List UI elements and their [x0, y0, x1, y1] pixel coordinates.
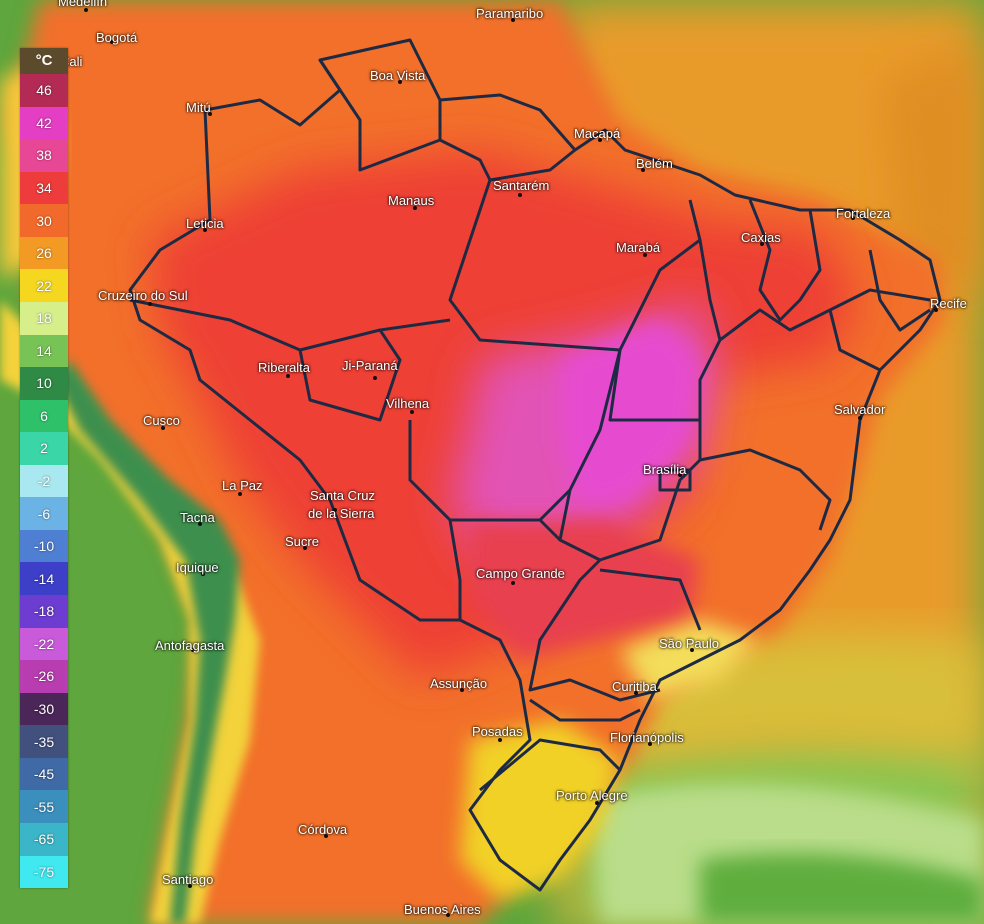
- city-label-paramaribo: Paramaribo: [476, 6, 544, 21]
- legend-step: 2: [20, 432, 68, 465]
- city-label-sucre: Sucre: [285, 534, 319, 549]
- city-label-ji-parana: Ji-Paraná: [342, 358, 398, 373]
- city-label-caxias: Caxias: [741, 230, 781, 245]
- city-label-mitu: Mitú: [186, 100, 211, 115]
- city-label-porto-alegre: Porto Alegre: [556, 788, 628, 803]
- city-label-belem: Belém: [636, 156, 673, 171]
- city-label-macapa: Macapá: [574, 126, 621, 141]
- legend-step: 10: [20, 367, 68, 400]
- city-label-antofagasta: Antofagasta: [155, 638, 225, 653]
- city-label-posadas: Posadas: [472, 724, 523, 739]
- city-label-iquique: Iquique: [176, 560, 219, 575]
- city-label-riberalta: Riberalta: [258, 360, 311, 375]
- city-label-salvador: Salvador: [834, 402, 886, 417]
- city-label-vilhena: Vilhena: [386, 396, 430, 411]
- city-label-fortaleza: Fortaleza: [836, 206, 891, 221]
- legend-step: -14: [20, 562, 68, 595]
- legend-step: 6: [20, 399, 68, 433]
- city-label-cusco: Cusco: [143, 413, 180, 428]
- temperature-legend: °C 46 42 38 34 30 26 22 18 14 10 6 2 -2 -6 -10 -14 -18 -2…: [20, 48, 68, 889]
- legend-step: 46: [20, 74, 68, 107]
- state-borders: [128, 38, 942, 892]
- legend-step: -45: [20, 757, 68, 791]
- legend-step: 18: [20, 301, 68, 335]
- city-label-tacna: Tacna: [180, 510, 215, 525]
- legend-unit: °C: [20, 48, 68, 74]
- legend-step: -35: [20, 725, 68, 758]
- legend-step: -55: [20, 790, 68, 823]
- city-label-florianopolis: Florianópolis: [610, 730, 684, 745]
- legend-step: 30: [20, 204, 68, 237]
- city-label-la-paz: La Paz: [222, 478, 263, 493]
- city-label-santa-cruz: Santa Cruz: [310, 488, 376, 503]
- legend-step: 34: [20, 171, 68, 205]
- legend-step: 42: [20, 106, 68, 140]
- city-label-maraba: Marabá: [616, 240, 661, 255]
- legend-step: -26: [20, 660, 68, 693]
- city-label-leticia: Leticia: [186, 216, 224, 231]
- city-label-de-la-sierra: de la Sierra: [308, 506, 375, 521]
- city-label-sao-paulo: São Paulo: [659, 636, 719, 651]
- legend-step: 26: [20, 236, 68, 270]
- city-label-medellin: Medellín: [58, 0, 108, 9]
- city-label-recife: Recife: [930, 296, 967, 311]
- legend-step: -6: [20, 497, 68, 530]
- city-label-cruzeiro-do-sul: Cruzeiro do Sul: [98, 288, 188, 303]
- city-label-cordova: Córdova: [298, 822, 348, 837]
- city-label-campo-grande: Campo Grande: [476, 566, 565, 581]
- city-label-santiago: Santiago: [162, 872, 214, 887]
- legend-step: -30: [20, 692, 68, 726]
- city-label-bogota: Bogotá: [96, 30, 138, 45]
- city-label-manaus: Manaus: [388, 193, 435, 208]
- city-label-brasilia: Brasília: [643, 462, 687, 477]
- legend-step: 38: [20, 139, 68, 172]
- city-label-curitiba: Curitiba: [612, 679, 657, 694]
- legend-step: 22: [20, 269, 68, 302]
- legend-step: -65: [20, 822, 68, 856]
- legend-step: 14: [20, 334, 68, 368]
- city-label-santarem: Santarém: [493, 178, 550, 193]
- legend-step: -2: [20, 464, 68, 498]
- city-label-assuncao: Assunção: [430, 676, 488, 691]
- legend-step: -75: [20, 855, 68, 889]
- city-label-boa-vista: Boa Vista: [370, 68, 426, 83]
- legend-step: -18: [20, 595, 68, 628]
- legend-step: -22: [20, 627, 68, 661]
- legend-step: -10: [20, 529, 68, 563]
- city-label-buenos-aires: Buenos Aires: [404, 902, 481, 917]
- city-markers: [62, 8, 938, 917]
